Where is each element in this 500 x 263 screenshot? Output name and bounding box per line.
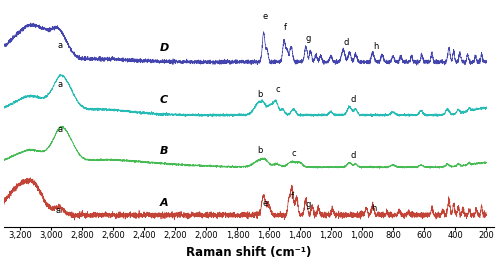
- Text: e: e: [262, 199, 268, 208]
- Text: d: d: [343, 38, 348, 47]
- Text: d: d: [350, 95, 356, 104]
- Text: b: b: [258, 146, 263, 155]
- X-axis label: Raman shift (cm⁻¹): Raman shift (cm⁻¹): [186, 246, 312, 259]
- Text: f: f: [291, 192, 294, 201]
- Text: f: f: [284, 23, 286, 32]
- Text: a: a: [58, 80, 63, 89]
- Text: h: h: [373, 42, 378, 51]
- Text: c: c: [291, 149, 296, 158]
- Text: A: A: [160, 198, 168, 208]
- Text: g: g: [306, 200, 311, 209]
- Text: h: h: [371, 204, 376, 213]
- Text: a: a: [58, 41, 63, 50]
- Text: b: b: [258, 90, 263, 99]
- Text: D: D: [160, 43, 169, 53]
- Text: c: c: [275, 85, 280, 94]
- Text: B: B: [160, 146, 168, 156]
- Text: C: C: [160, 95, 168, 105]
- Text: a: a: [58, 125, 63, 134]
- Text: d: d: [350, 151, 356, 160]
- Text: e: e: [262, 12, 268, 21]
- Text: a: a: [56, 206, 60, 215]
- Text: g: g: [306, 34, 311, 43]
